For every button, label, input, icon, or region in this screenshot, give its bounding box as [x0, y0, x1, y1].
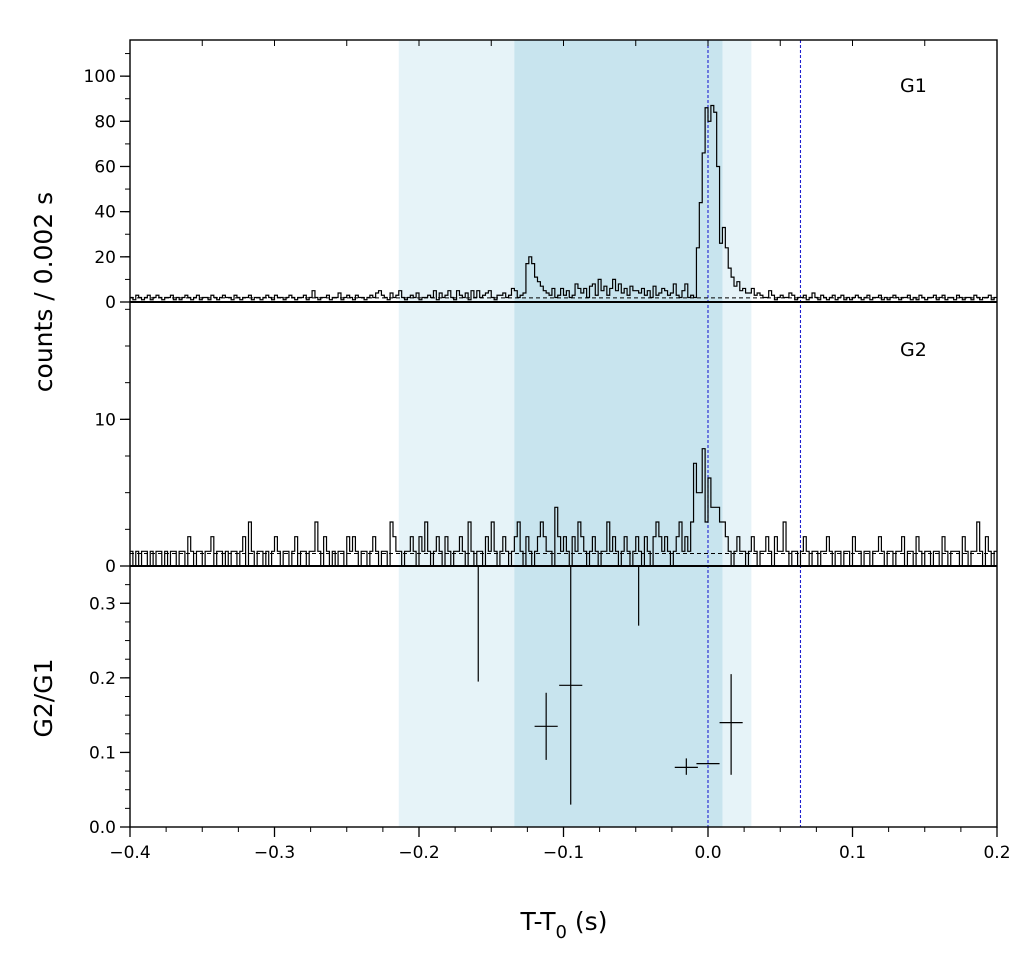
ratio-y-tick-label: 0.0	[89, 818, 116, 838]
panel-tag-g2: G2	[900, 339, 927, 361]
vertical-markers	[707, 40, 802, 827]
x-axis-ticks: −0.4 −0.3 −0.2 −0.1 0.0 0.1 0.2	[109, 40, 1011, 863]
x-axis-title: T-T0 (s)	[520, 907, 608, 943]
x-tick-label: −0.2	[398, 843, 439, 863]
x-tick-label: −0.4	[109, 843, 150, 863]
x-tick-label: 0.1	[839, 843, 866, 863]
ratio-y-tick-label: 0.1	[89, 743, 116, 763]
y-axis-title-counts: counts / 0.002 s	[29, 192, 58, 392]
panel-tag-g1: G1	[900, 75, 927, 97]
g1-y-tick-label: 0	[105, 293, 116, 313]
ratio-y-tick-label: 0.2	[89, 669, 116, 689]
x-tick-label: 0.0	[694, 843, 721, 863]
x-tick-label: 0.2	[983, 843, 1010, 863]
x-tick-label: −0.1	[543, 843, 584, 863]
ratio-y-tick-label: 0.3	[89, 594, 116, 614]
x-tick-label: −0.3	[254, 843, 295, 863]
g2-y-tick-label: 0	[105, 557, 116, 577]
g1-y-tick-label: 100	[84, 67, 116, 87]
ratio-panel: 0.0 0.1 0.2 0.3	[89, 565, 743, 838]
g1-panel: 0 20 40 60 80 100	[84, 53, 997, 313]
shaded-interval-2	[514, 40, 723, 827]
g2-panel: 0 10	[94, 308, 997, 577]
shaded-intervals	[398, 40, 752, 827]
g1-y-tick-label: 40	[94, 203, 116, 223]
g1-y-tick-label: 80	[94, 112, 116, 132]
x-axis-title-subscript: 0	[556, 922, 567, 943]
g2-histogram-line	[130, 448, 997, 567]
x-axis-title-main: T-T	[520, 907, 557, 936]
x-axis-title-units: (s)	[567, 907, 607, 936]
g1-histogram-line	[130, 104, 997, 301]
y-axis-title-ratio: G2/G1	[29, 659, 58, 738]
g1-y-tick-label: 20	[94, 248, 116, 268]
g2-y-tick-label: 10	[94, 410, 116, 430]
g1-y-tick-label: 60	[94, 157, 116, 177]
